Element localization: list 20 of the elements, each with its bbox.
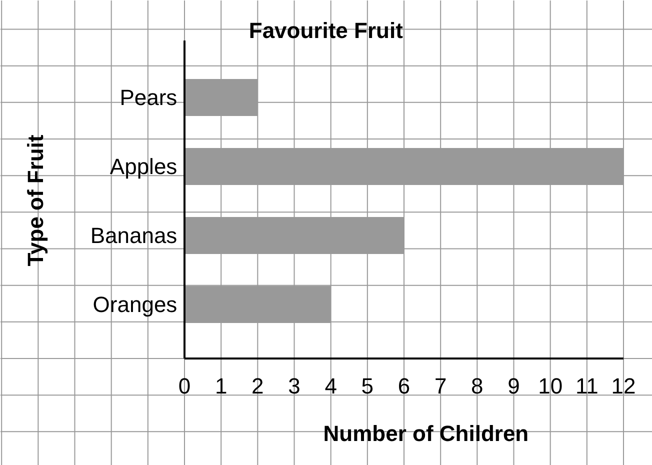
x-tick-label: 2 (252, 374, 264, 398)
y-tick-label: Apples (110, 154, 178, 179)
x-axis-title: Number of Children (323, 421, 529, 446)
x-tick-label: 0 (178, 374, 191, 398)
x-tick-label: 8 (471, 374, 484, 398)
x-tick-label: 3 (288, 374, 300, 398)
x-tick-label: 9 (508, 374, 520, 398)
x-tick-label: 7 (434, 374, 447, 398)
x-tick-label: 4 (324, 374, 337, 398)
chart-title: Favourite Fruit (248, 18, 404, 43)
y-tick-label: Bananas (90, 223, 178, 248)
x-tick-label: 6 (398, 374, 410, 398)
y-axis-title: Type of Fruit (23, 134, 48, 266)
x-tick-label: 10 (538, 374, 563, 398)
x-tick-label: 5 (361, 374, 374, 398)
y-tick-label: Oranges (92, 292, 178, 317)
x-tick-label: 12 (611, 374, 636, 398)
y-tick-label: Pears (120, 85, 178, 110)
x-tick-label: 11 (576, 374, 598, 398)
x-tick-label: 1 (214, 374, 228, 398)
